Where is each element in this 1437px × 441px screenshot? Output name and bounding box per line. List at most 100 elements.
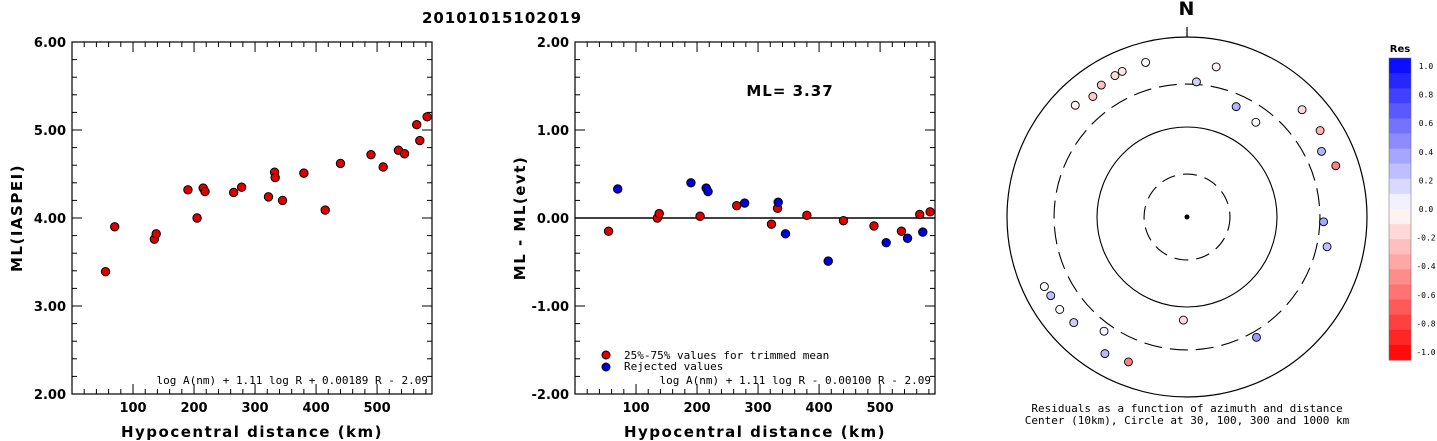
trimmed-mean-point (731, 200, 742, 211)
legend-label-rejected: Rejected values (624, 360, 723, 373)
scale-label: 0.8 (1419, 91, 1434, 100)
scale-label: 0.2 (1419, 176, 1434, 185)
legend-marker-trimmed (601, 350, 611, 360)
scale-label: -0.4 (1416, 262, 1435, 271)
station-point (1100, 349, 1110, 359)
scale-step (1389, 88, 1411, 104)
station-point (1178, 315, 1188, 325)
trimmed-mean-point (896, 226, 907, 236)
magnitude-point (100, 266, 111, 277)
station-point (1331, 161, 1341, 171)
scale-step (1389, 103, 1411, 119)
magnitude-point (236, 182, 247, 192)
trimmed-mean-point (869, 221, 879, 231)
scale-step (1389, 254, 1411, 270)
ring-100km (1096, 126, 1278, 308)
magnitude-point (366, 149, 376, 160)
station-point (1124, 357, 1133, 367)
scale-step (1389, 224, 1411, 240)
formula-text: log A(nm) + 1.11 log R + 0.00189 R - 2.0… (156, 374, 428, 387)
scale-label: -0.8 (1416, 319, 1435, 328)
trimmed-mean-point (802, 210, 812, 221)
station-point (1315, 126, 1325, 136)
x-tick-label: 100 (119, 401, 146, 416)
station-point (1231, 102, 1241, 112)
trimmed-mean-point (695, 211, 705, 221)
magnitude-point (192, 213, 202, 223)
station-point (1141, 57, 1151, 67)
rejected-point (686, 178, 696, 188)
y-tick-label: 3.00 (34, 300, 66, 315)
polar-caption-line2: Center (10km), Circle at 30, 100, 300 an… (1025, 414, 1350, 427)
x-axis-label: Hypocentral distance (km) (624, 423, 886, 441)
magnitude-point (320, 205, 330, 215)
station-point (1046, 291, 1056, 301)
ml-annotation: ML= 3.37 (746, 82, 833, 100)
x-tick-label: 100 (622, 401, 649, 416)
station-point (1099, 326, 1109, 336)
x-tick-label: 400 (302, 401, 329, 416)
scale-label: 1.0 (1419, 62, 1434, 71)
y-tick-label: 4.00 (34, 212, 66, 227)
x-tick-label: 300 (744, 401, 771, 416)
legend-label-trimmed: 25%-75% values for trimmed mean (624, 349, 829, 362)
x-tick-label: 200 (683, 401, 710, 416)
scale-step (1389, 284, 1411, 301)
ring-30km (1143, 173, 1231, 261)
trimmed-mean-point (766, 219, 777, 229)
station-point (1117, 66, 1127, 76)
trimmed-mean-point (915, 209, 925, 220)
scale-step (1389, 193, 1411, 210)
scale-step (1389, 178, 1411, 195)
legend-marker-rejected (601, 362, 611, 372)
station-point (1069, 318, 1079, 328)
station-point (1191, 77, 1201, 87)
magnitude-point (110, 222, 120, 232)
rejected-point (780, 229, 791, 239)
y-tick-label: 1.00 (537, 124, 569, 139)
magnitude-point (263, 192, 274, 202)
trimmed-mean-point (925, 207, 935, 217)
x-tick-label: 500 (364, 401, 391, 416)
x-axis-label: Hypocentral distance (km) (121, 423, 383, 441)
scale-step (1389, 148, 1411, 165)
scale-label: 0.4 (1419, 148, 1434, 157)
trimmed-mean-point (838, 215, 849, 226)
y-tick-label: 0.00 (537, 212, 569, 227)
station-point (1319, 217, 1329, 227)
magnitude-point (412, 120, 422, 130)
x-tick-label: 500 (867, 401, 894, 416)
magnitude-point (270, 172, 280, 183)
station-point (1251, 117, 1261, 127)
station-point (1055, 305, 1065, 314)
magnitude-point (415, 135, 425, 146)
magnitude-point (200, 186, 210, 197)
station-point (1252, 332, 1261, 342)
scale-border (1388, 57, 1412, 361)
scale-step (1389, 73, 1411, 89)
magnitude-point (299, 168, 309, 178)
scale-label: 0.6 (1419, 119, 1434, 128)
y-tick-label: 5.00 (34, 124, 66, 139)
residual-color-scale: Res 1.0 0.8 0.6 0.4 0.2 0.0 -0.2 -0.4 -0.6 -0.8 -1… (1388, 44, 1436, 361)
trimmed-mean-point (654, 208, 664, 219)
scale-label: -0.2 (1416, 234, 1435, 243)
station-point (1317, 146, 1326, 156)
polar-caption-line1: Residuals as a function of azimuth and d… (1031, 402, 1342, 415)
scale-step (1389, 209, 1411, 225)
rejected-point (703, 186, 713, 197)
y-axis-label: ML(IASPEI) (8, 164, 26, 272)
x-tick-label: 200 (180, 401, 207, 416)
scale-label: -0.6 (1416, 291, 1435, 300)
station-point (1297, 105, 1307, 115)
y-axis-label: ML - ML(evt) (511, 156, 529, 280)
scale-step (1389, 299, 1411, 316)
scale-step (1389, 314, 1411, 331)
formula-text: log A(nm) + 1.11 log R - 0.00100 R - 2.0… (659, 374, 931, 387)
station-point (1039, 282, 1049, 292)
azimuth-residual-panel: N Residuals as a function of azimuth and… (1006, 0, 1368, 427)
north-label: N (1179, 0, 1196, 20)
scale-step (1389, 239, 1411, 255)
rejected-point (918, 227, 928, 237)
